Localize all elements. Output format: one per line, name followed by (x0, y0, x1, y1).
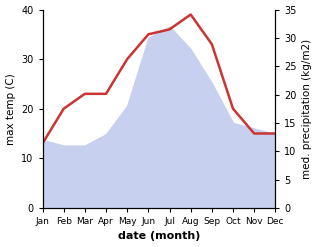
Y-axis label: max temp (C): max temp (C) (5, 73, 16, 144)
X-axis label: date (month): date (month) (118, 231, 200, 242)
Y-axis label: med. precipitation (kg/m2): med. precipitation (kg/m2) (302, 39, 313, 179)
